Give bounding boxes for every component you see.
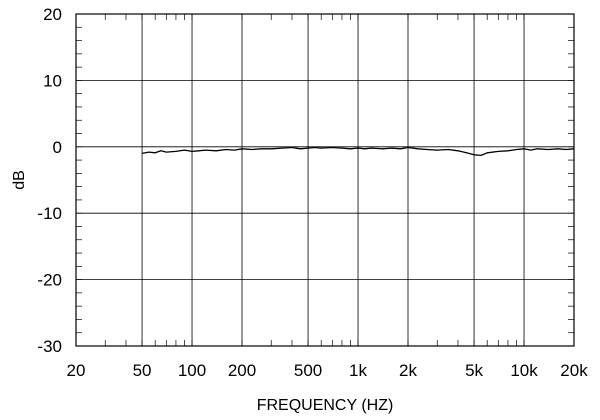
x-axis-label: FREQUENCY (HZ): [257, 397, 394, 414]
x-tick-label: 20: [67, 361, 86, 380]
y-tick-label: -20: [37, 271, 62, 290]
y-tick-label: 20: [43, 5, 62, 24]
minor-tick-marks: [76, 13, 574, 347]
x-tick-labels: 20 50 100 200 500 1k 2k 5k 10k 20k: [67, 361, 589, 380]
y-tick-label: 10: [43, 71, 62, 90]
y-tick-label: -10: [37, 204, 62, 223]
x-tick-label: 10k: [510, 361, 538, 380]
x-tick-label: 50: [133, 361, 152, 380]
y-tick-labels: 20 10 0 -10 -20 -30: [37, 5, 62, 356]
x-tick-label: 5k: [465, 361, 483, 380]
x-tick-label: 500: [294, 361, 322, 380]
x-tick-label: 20k: [560, 361, 588, 380]
grid-lines: [76, 14, 574, 346]
y-axis-label: dB: [11, 170, 28, 190]
x-tick-label: 1k: [349, 361, 367, 380]
x-tick-label: 200: [228, 361, 256, 380]
y-tick-label: 0: [53, 138, 62, 157]
x-tick-label: 100: [178, 361, 206, 380]
response-series-line: [141, 146, 575, 157]
series-layer: [141, 146, 575, 157]
plot-area-frame: [75, 13, 575, 347]
y-tick-label: -30: [37, 337, 62, 356]
x-tick-label: 2k: [399, 361, 417, 380]
